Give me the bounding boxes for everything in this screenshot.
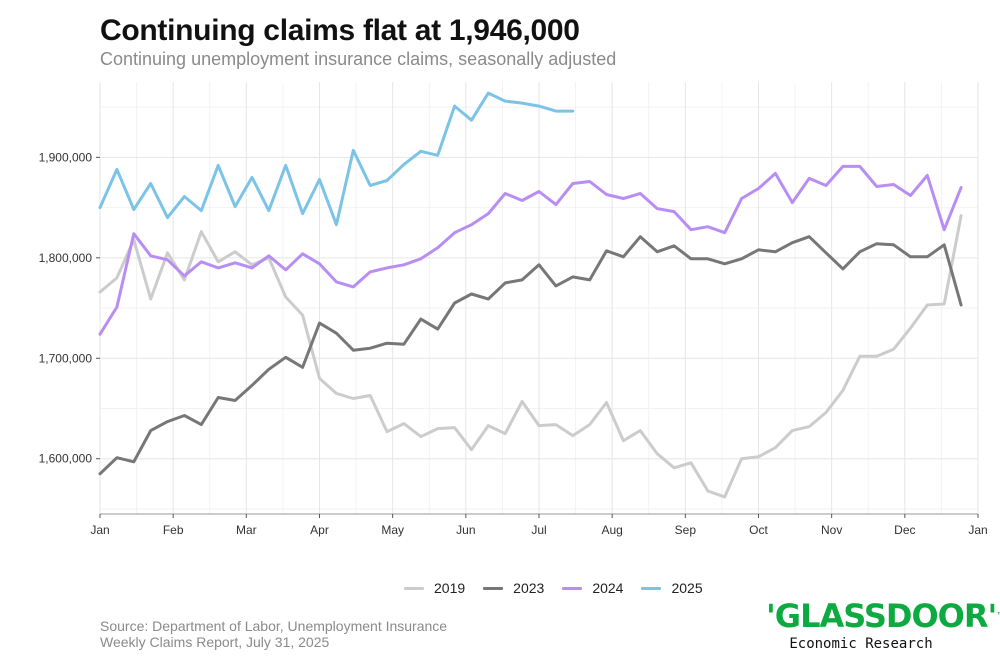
series-line-2019 xyxy=(98,214,963,499)
legend: 2019 2023 2024 2025 xyxy=(404,580,721,596)
series-lines xyxy=(98,91,963,499)
y-tick-label: 1,800,000 xyxy=(39,251,93,265)
x-tick-label: Nov xyxy=(821,523,842,537)
legend-label: 2025 xyxy=(671,580,703,596)
series-line-2024 xyxy=(98,164,963,336)
source-line-1: Source: Department of Labor, Unemploymen… xyxy=(100,618,448,634)
trademark-symbol: ™ xyxy=(996,611,1000,620)
chart-subtitle: Continuing unemployment insurance claims… xyxy=(100,49,617,69)
source-note: Source: Department of Labor, Unemploymen… xyxy=(100,618,447,650)
legend-label: 2024 xyxy=(592,580,624,596)
legend-label: 2023 xyxy=(513,580,545,596)
x-tick-label: Jul xyxy=(531,523,546,537)
legend-item-2024: 2024 xyxy=(562,580,623,596)
legend-item-2023: 2023 xyxy=(483,580,544,596)
chart-title: Continuing claims flat at 1,946,000 xyxy=(100,14,580,47)
legend-swatch xyxy=(562,586,583,590)
x-tick-label: Jan xyxy=(90,523,109,537)
x-tick-label: Jan xyxy=(968,523,987,537)
glassdoor-logo-text: 'GLASSDOOR' xyxy=(766,597,997,635)
x-tick-label: Mar xyxy=(236,523,257,537)
y-tick-label: 1,900,000 xyxy=(39,150,93,164)
legend-label: 2019 xyxy=(434,580,466,596)
legend-item-2019: 2019 xyxy=(404,580,465,596)
x-tick-label: Apr xyxy=(310,523,329,537)
legend-swatch xyxy=(483,586,504,590)
x-tick-label: Sep xyxy=(675,523,697,537)
y-tick-label: 1,700,000 xyxy=(39,351,93,365)
legend-swatch xyxy=(641,586,662,590)
x-tick-label: Feb xyxy=(163,523,184,537)
x-tick-label: Dec xyxy=(894,523,915,537)
x-tick-label: Oct xyxy=(749,523,768,537)
brand-subtitle: Economic Research xyxy=(789,636,933,652)
y-axis: 1,600,000 1,700,000 1,800,000 1,900,000 xyxy=(39,150,100,466)
x-tick-label: Jun xyxy=(456,523,475,537)
y-tick-label: 1,600,000 xyxy=(39,452,93,466)
x-tick-label: May xyxy=(381,523,404,537)
legend-item-2025: 2025 xyxy=(641,580,703,596)
x-tick-label: Aug xyxy=(601,523,622,537)
series-line-2025 xyxy=(98,91,575,227)
legend-swatch xyxy=(404,586,424,590)
x-axis: Jan Feb Mar Apr May Jun Jul Aug Sep Oct Nov Dec Jan xyxy=(90,513,988,537)
glassdoor-brand: 'GLASSDOOR'™ Economic Research xyxy=(766,598,1000,652)
series-line-2023 xyxy=(98,235,963,476)
glassdoor-logo: 'GLASSDOOR'™ xyxy=(766,598,1000,634)
grid-major xyxy=(99,82,979,514)
source-line-2: Weekly Claims Report, July 31, 2025 xyxy=(100,634,330,650)
